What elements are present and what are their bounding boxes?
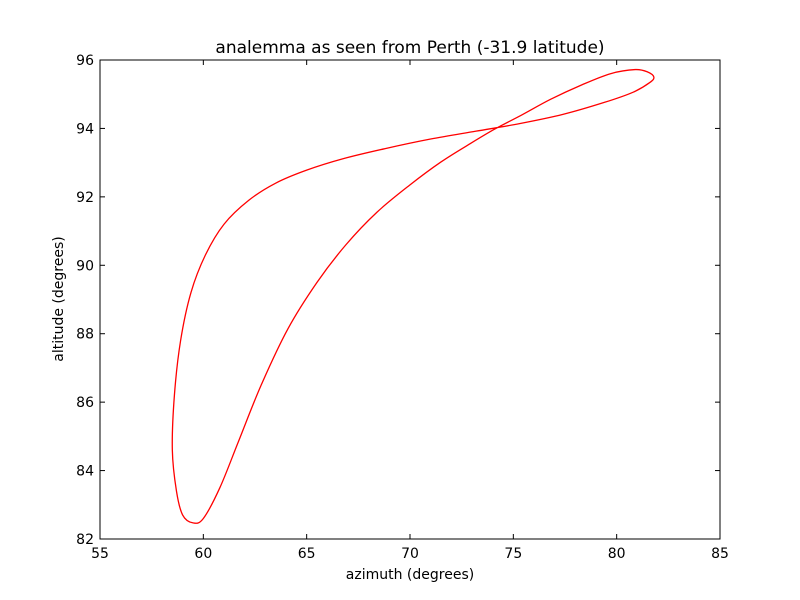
y-axis-label: altitude (degrees) [51, 236, 67, 361]
x-axis-label: azimuth (degrees) [346, 567, 474, 583]
y-tick-label: 84 [76, 464, 94, 480]
plot-frame [99, 59, 721, 540]
x-tick-label: 55 [91, 546, 109, 562]
x-tick-label: 60 [194, 546, 212, 562]
x-tick-label: 70 [401, 546, 419, 562]
y-tick-label: 82 [76, 532, 94, 548]
y-tick-label: 96 [76, 53, 94, 69]
analemma-curve [171, 68, 655, 524]
y-tick-label: 90 [76, 258, 94, 274]
y-tick-label: 92 [76, 190, 94, 206]
x-tick-label: 65 [298, 546, 316, 562]
chart-title: analemma as seen from Perth (-31.9 latit… [215, 38, 604, 58]
y-tick-label: 88 [76, 327, 94, 343]
x-tick-label: 80 [608, 546, 626, 562]
x-tick-label: 85 [711, 546, 729, 562]
y-tick-label: 86 [76, 395, 94, 411]
y-tick-label: 94 [76, 121, 94, 137]
y-axis-ticks: 82 84 86 88 90 92 94 96 [76, 53, 720, 548]
x-tick-label: 75 [504, 546, 522, 562]
